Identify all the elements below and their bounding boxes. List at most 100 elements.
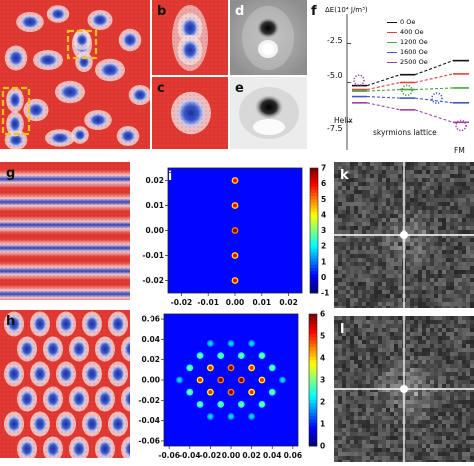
j-peak-9: [248, 388, 256, 396]
i-cbar-tick-2: 5: [321, 195, 326, 204]
panel-i-fft-helix: -0.02 -0.01 0.00 0.01 0.02 0.02 0.01 0.00 -0.01-…: [130, 162, 335, 310]
j-xtick-0: -0.06: [158, 451, 180, 460]
j-peak-25: [227, 340, 235, 347]
panel-e-image: [230, 77, 307, 149]
f-connector-3-1: [414, 97, 454, 104]
j-peak-10: [186, 364, 194, 372]
j-peak-2: [196, 376, 204, 384]
i-peak-3: [231, 252, 239, 259]
i-cbar-tick-8: -1: [321, 289, 329, 298]
f-legend-item-4: 2500 Oe: [387, 57, 428, 67]
panel-d-simulated-contrast: d: [230, 0, 307, 75]
j-ytick-6: -0.06: [138, 436, 160, 445]
j-ytick-0: 0.06: [141, 315, 160, 324]
panel-g-label: g: [6, 166, 16, 181]
f-series-4: [352, 102, 469, 124]
panel-b-image: [152, 0, 228, 75]
i-colorbar: [309, 167, 319, 294]
f-legend-label-0: 0 Oe: [400, 18, 416, 26]
f-legend-swatch-0: [387, 21, 397, 23]
i-peak-4: [231, 277, 239, 284]
i-ytick-2: 0.00: [145, 226, 164, 235]
j-peak-6: [248, 364, 256, 372]
f-ytick-0: -2.5: [327, 36, 343, 45]
panel-h-image: [0, 310, 130, 458]
f-connector-2-1: [414, 87, 454, 91]
f-category-skyrmion-lattice: skyrmions lattice: [373, 128, 437, 137]
panel-e-label: e: [235, 81, 244, 96]
i-peak-0: [231, 177, 239, 184]
j-peak-11: [268, 364, 276, 372]
j-peak-22: [176, 376, 183, 384]
panel-c-skyrmion-single: c: [152, 77, 228, 149]
j-peak-16: [237, 352, 245, 360]
panel-i-plot: -0.02 -0.01 0.00 0.01 0.020.020.010.00-0.01-…: [142, 164, 329, 308]
i-cbar-tick-5: 2: [321, 242, 326, 251]
f-connector-1-0: [366, 81, 401, 91]
j-peak-14: [196, 352, 204, 360]
j-peak-26: [248, 340, 256, 347]
panel-d-label: d: [235, 4, 245, 19]
f-ytick-1: -5.0: [327, 71, 343, 80]
j-cbar-tick-4: 2: [320, 398, 325, 407]
f-legend-label-3: 1600 Oe: [400, 48, 428, 56]
f-ylabel: ΔE(10⁴ J/m³): [325, 6, 368, 14]
panel-h-skyrmion-lattice-texture: h: [0, 310, 130, 458]
j-cbar-tick-5: 1: [320, 420, 325, 429]
panel-a-image: [0, 0, 150, 149]
i-xtick-0: -0.02: [171, 298, 193, 307]
panel-b-label: b: [157, 4, 167, 19]
j-peak-8: [227, 388, 235, 396]
f-connector-1-1: [414, 73, 454, 84]
j-ytick-4: -0.02: [138, 396, 160, 405]
f-legend-label-1: 400 Oe: [400, 28, 424, 36]
j-peak-24: [206, 340, 214, 347]
panel-k-image: [334, 162, 474, 308]
f-legend-item-3: 1600 Oe: [387, 47, 428, 57]
i-xtick-1: -0.01: [197, 298, 219, 307]
f-connector-0-1: [414, 60, 454, 76]
panel-f-plot: [346, 14, 469, 150]
i-ytick-0: 0.02: [145, 176, 164, 185]
i-xtick-2: 0.00: [226, 298, 245, 307]
panel-l-image: [334, 316, 474, 462]
panel-f-label: f: [311, 4, 317, 19]
j-plot-area: [164, 314, 298, 446]
j-cbar-tick-0: 6: [320, 310, 325, 319]
highlight-box-single: [66, 29, 98, 60]
j-peak-12: [186, 388, 194, 396]
f-legend-label-2: 1200 Oe: [400, 38, 428, 46]
panel-l-label: l: [340, 322, 345, 337]
f-legend: 0 Oe 400 Oe 1200 Oe 1600 Oe 2500 Oe: [387, 17, 428, 67]
j-xtick-3: 0.00: [222, 451, 241, 460]
i-ytick-4: -0.02: [142, 276, 164, 285]
j-peak-7: [206, 388, 214, 396]
panel-g-helix-texture: g: [0, 162, 130, 300]
i-cbar-tick-6: 1: [321, 257, 326, 266]
j-peak-1: [237, 376, 245, 384]
panel-j-plot: -0.06-0.04-0.02 0.00 0.02 0.04 0.060.060.040…: [138, 310, 325, 460]
j-xtick-5: 0.04: [263, 451, 282, 460]
j-peak-23: [279, 376, 286, 384]
f-legend-label-4: 2500 Oe: [400, 58, 428, 66]
j-peak-3: [258, 376, 266, 384]
f-legend-item-2: 1200 Oe: [387, 37, 428, 47]
j-ytick-2: 0.02: [141, 355, 160, 364]
j-peak-13: [268, 388, 276, 396]
j-xtick-1: -0.04: [179, 451, 201, 460]
f-connector-0-0: [366, 74, 401, 87]
l-center-peak: [400, 385, 408, 393]
panel-k-experimental-fft: k: [334, 162, 474, 308]
panel-c-label: c: [157, 81, 165, 96]
j-cbar-tick-6: 0: [320, 442, 325, 451]
highlight-box-pair: [1, 86, 31, 136]
j-colorbar: [308, 313, 318, 447]
panel-c-image: [152, 77, 228, 149]
f-marker-1: [401, 84, 413, 97]
panel-b-skyrmion-pair: b: [152, 0, 228, 75]
j-ytick-5: -0.04: [138, 416, 160, 425]
i-ytick-1: 0.01: [145, 201, 164, 210]
f-connector-2-0: [366, 88, 401, 92]
j-peak-17: [258, 352, 266, 360]
j-ytick-3: 0.00: [141, 376, 160, 385]
